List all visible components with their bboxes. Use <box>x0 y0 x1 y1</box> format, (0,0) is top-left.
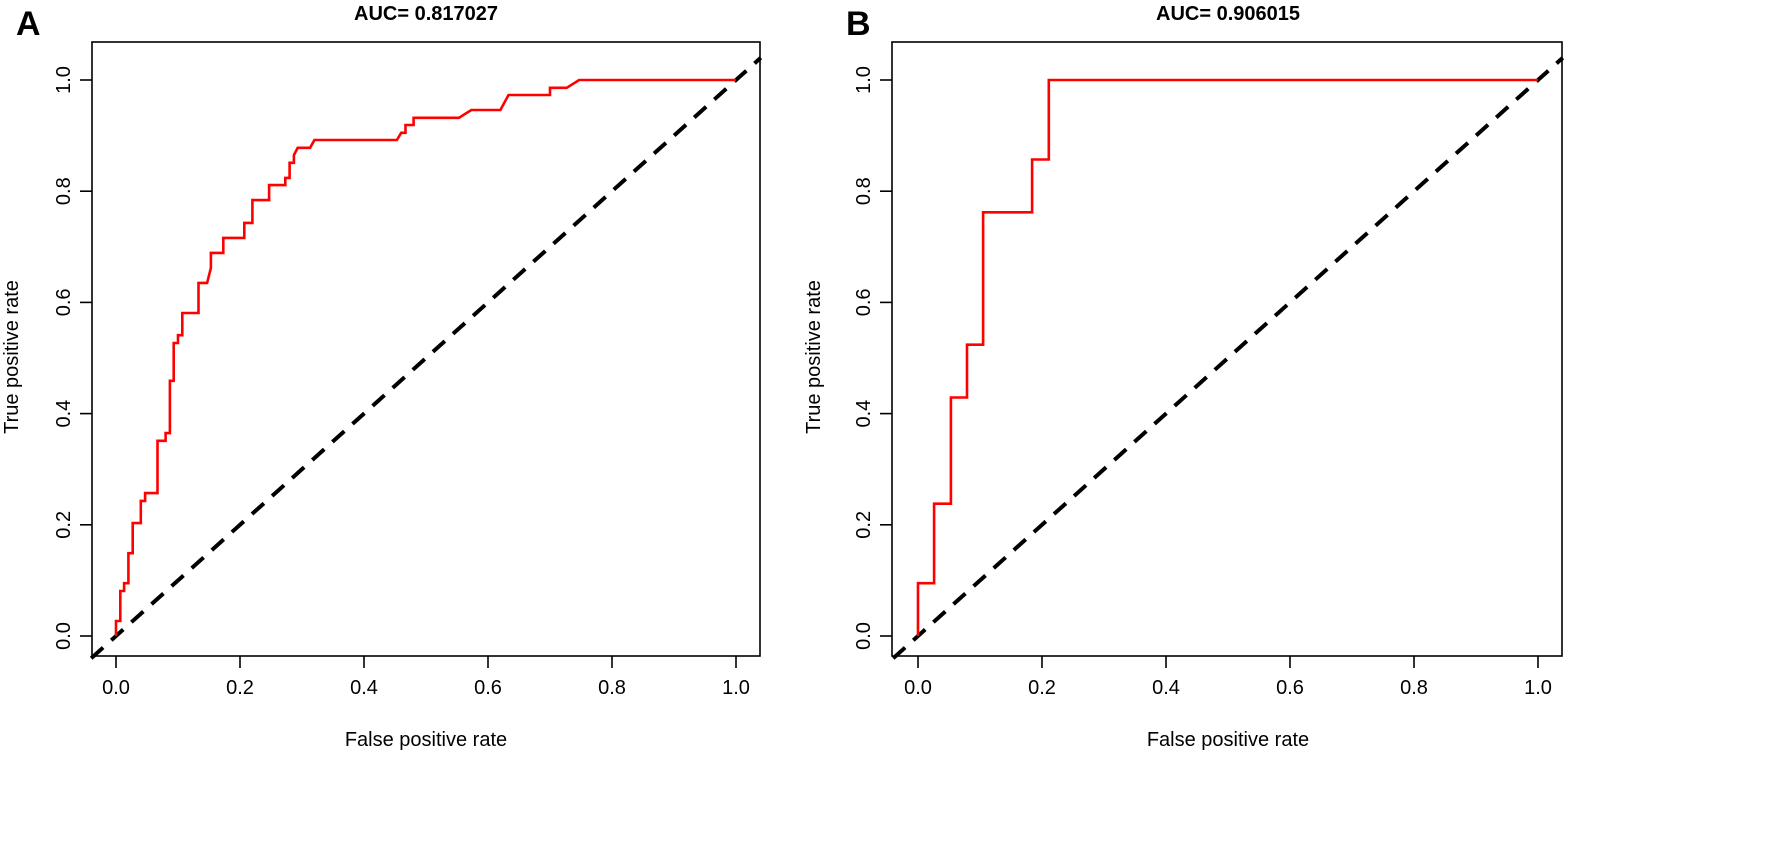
panel-a-y-tick-label: 0.6 <box>53 288 75 316</box>
panel-b-y-tick-label: 0.0 <box>853 622 875 650</box>
panel-a-x-tick-label: 0.8 <box>598 677 626 699</box>
panel-a-y-tick-label: 0.8 <box>53 177 75 205</box>
panel-a-x-tick-label: 0.4 <box>350 677 378 699</box>
panel-b-title: AUC= 0.906015 <box>1156 3 1300 25</box>
panel-letter-a: A <box>16 5 41 43</box>
panel-a-y-tick-label: 0.2 <box>53 511 75 539</box>
panel-a-x-axis-label: False positive rate <box>345 729 507 751</box>
panel-a-plot-frame <box>91 41 761 657</box>
panel-a-axes: 0.0 0.2 0.4 0.6 0.8 1.0 0.0 0.2 0.4 0.6 0.8 1.0 <box>53 66 750 699</box>
panel-b-x-tick-label: 0.6 <box>1276 677 1304 699</box>
panel-a: A AUC= 0.817027 0.0 0.2 0.4 0.6 0.8 1.0 0.0 0.2… <box>1 3 763 751</box>
panel-a-x-tick-label: 0.0 <box>102 677 130 699</box>
panel-b-x-tick-label: 0.2 <box>1028 677 1056 699</box>
panel-letter-b: B <box>846 5 871 43</box>
panel-b-x-axis-label: False positive rate <box>1147 729 1309 751</box>
panel-a-y-tick-label: 1.0 <box>53 66 75 94</box>
panel-a-y-tick-label: 0.0 <box>53 622 75 650</box>
panel-b-y-tick-label: 0.4 <box>853 400 875 428</box>
panel-b-y-tick-label: 0.8 <box>853 177 875 205</box>
panel-b-plot-frame <box>891 41 1563 657</box>
panel-b-roc-curve <box>916 78 1538 636</box>
panel-b-x-tick-label: 0.4 <box>1152 677 1180 699</box>
panel-a-y-tick-label: 0.4 <box>53 400 75 428</box>
panel-b-y-tick-label: 0.2 <box>853 511 875 539</box>
panel-a-x-tick-label: 0.2 <box>226 677 254 699</box>
panel-b-diagonal-reference <box>891 56 1565 660</box>
panel-b-axes: 0.0 0.2 0.4 0.6 0.8 1.0 0.0 0.2 0.4 0.6 0.8 1.0 <box>853 66 1552 699</box>
panel-b-y-axis-label: True positive rate <box>803 280 825 434</box>
panel-a-roc-curve <box>114 78 736 636</box>
panel-b-y-tick-label: 0.6 <box>853 288 875 316</box>
panel-a-y-axis-label: True positive rate <box>1 280 23 434</box>
panel-b-y-tick-label: 1.0 <box>853 66 875 94</box>
panel-a-diagonal-reference <box>89 56 763 660</box>
panel-b-x-tick-label: 1.0 <box>1524 677 1552 699</box>
panel-b: B AUC= 0.906015 0.0 0.2 0.4 0.6 0.8 1.0 0.0 0.2… <box>803 3 1565 751</box>
panel-a-title: AUC= 0.817027 <box>354 3 498 25</box>
panel-a-x-tick-label: 1.0 <box>722 677 750 699</box>
panel-b-x-tick-label: 0.8 <box>1400 677 1428 699</box>
panel-a-x-tick-label: 0.6 <box>474 677 502 699</box>
panel-b-x-tick-label: 0.0 <box>904 677 932 699</box>
